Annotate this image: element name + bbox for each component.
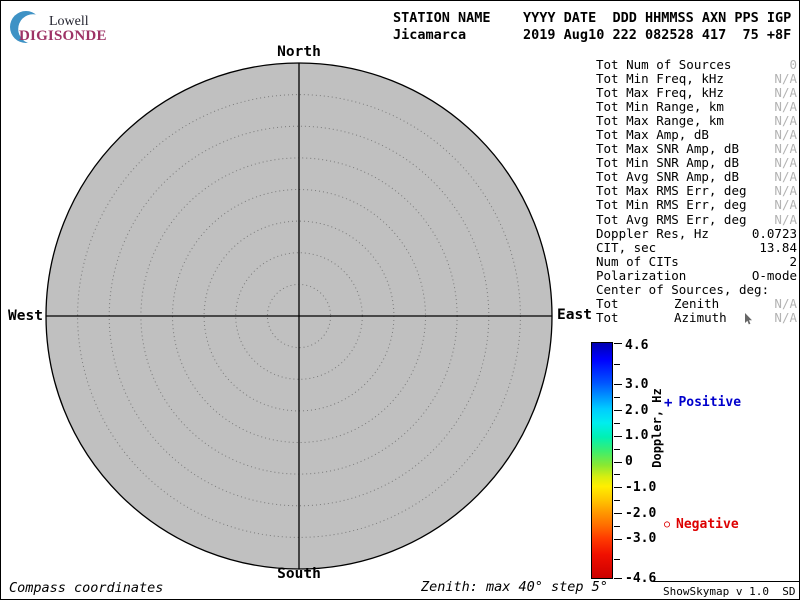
colorbar-tick-label: 4.6 [625,338,649,353]
stat-row: Tot Max Amp, dB N/A [596,127,797,143]
colorbar-tick-label: 3.0 [625,377,649,392]
lowell-digisonde-logo: Lowell DIGISONDE [9,7,119,47]
stat-row: Tot Num of Sources 0 [596,57,797,72]
version-label: ShowSkymap v 1.0 SD v 4.2 [653,581,799,599]
stat-row: Tot Avg RMS Err, deg N/A [596,211,797,227]
colorbar-tick-label: -4.6 [625,571,657,586]
stat-row: Tot Min Freq, kHz N/A [596,71,797,87]
compass-label-north: North [277,44,321,60]
stat-row: Polarization O-mode [596,267,797,283]
zenith-range-label: Zenith: max 40° step 5° [421,579,608,595]
doppler-colorbar: 4.6 3.0 2.0 1.0 0 -1.0 -2.0 -3.0 -4.6 [591,339,656,585]
crescent-icon [10,11,48,44]
circle-icon: ○ [664,518,671,530]
stat-row: Tot Max Freq, kHz N/A [596,85,797,101]
colorbar-tick [614,384,622,386]
skymap-plot [45,62,553,570]
plus-icon: + [664,394,673,411]
colorbar-tick [614,461,622,463]
logo-digisonde-text: DIGISONDE [19,28,107,44]
colorbar-tick [614,513,622,514]
colorbar-tick [614,487,622,489]
stat-row: Doppler Res, Hz 0.0723 [596,225,797,241]
colorbar-tick-label: 2.0 [625,402,649,418]
statistics-panel: Tot Num of Sources 0 Tot Min Freq, kHz N/A… [596,57,797,325]
stat-row: Tot Azimuth N/A [596,309,797,325]
stat-row: Tot Min RMS Err, deg N/A [596,197,797,213]
stat-row: Tot Max RMS Err, deg N/A [596,183,797,199]
legend-negative: ○ Negative [664,517,739,532]
colorbar-tick [614,435,622,437]
colorbar-tick [614,578,622,579]
colorbar-tick [614,343,622,344]
stat-row: Tot Max Range, km N/A [596,113,797,129]
crosshair-lines [46,63,552,569]
stat-row: Center of Sources, deg: [596,281,770,297]
compass-label-south: South [277,566,321,582]
stat-row: Tot Max SNR Amp, dB N/A [596,141,797,157]
stat-row: Tot Min SNR Amp, dB N/A [596,155,797,171]
colorbar-tick [614,410,622,411]
legend-positive: + Positive [664,395,741,410]
colorbar-tick-label: -1.0 [625,479,657,495]
colorbar-tick-label: -3.0 [625,531,657,547]
logo-lowell-text: Lowell [49,14,89,29]
header-values: Jicamarca 2019 Aug10 222 082528 417 75 +… [393,27,792,43]
stat-row: Tot Min Range, km N/A [596,99,797,115]
header-columns: STATION NAME YYYY DATE DDD HHMMSS AXN PP… [393,10,792,26]
compass-label-east: East [557,307,592,323]
mouse-cursor-icon [745,312,752,325]
colorbar-tick-label: 0 [625,454,633,469]
coordinate-system-label: Compass coordinates [9,580,164,596]
colorbar-tick-label: -2.0 [625,505,657,521]
stat-row: Tot Avg SNR Amp, dB N/A [596,169,797,185]
legend-positive-label: Positive [678,395,742,410]
colorbar-tick-label: 1.0 [625,428,649,444]
stat-row: Tot Zenith N/A [596,295,797,311]
stat-row: Num of CITs 2 [596,253,797,269]
compass-label-west: West [8,308,43,324]
colorbar-axis-label: Doppler, Hz [650,388,664,468]
stat-row: CIT, sec 13.84 [596,239,797,255]
colorbar-tick [614,538,622,540]
legend-negative-label: Negative [676,517,739,532]
